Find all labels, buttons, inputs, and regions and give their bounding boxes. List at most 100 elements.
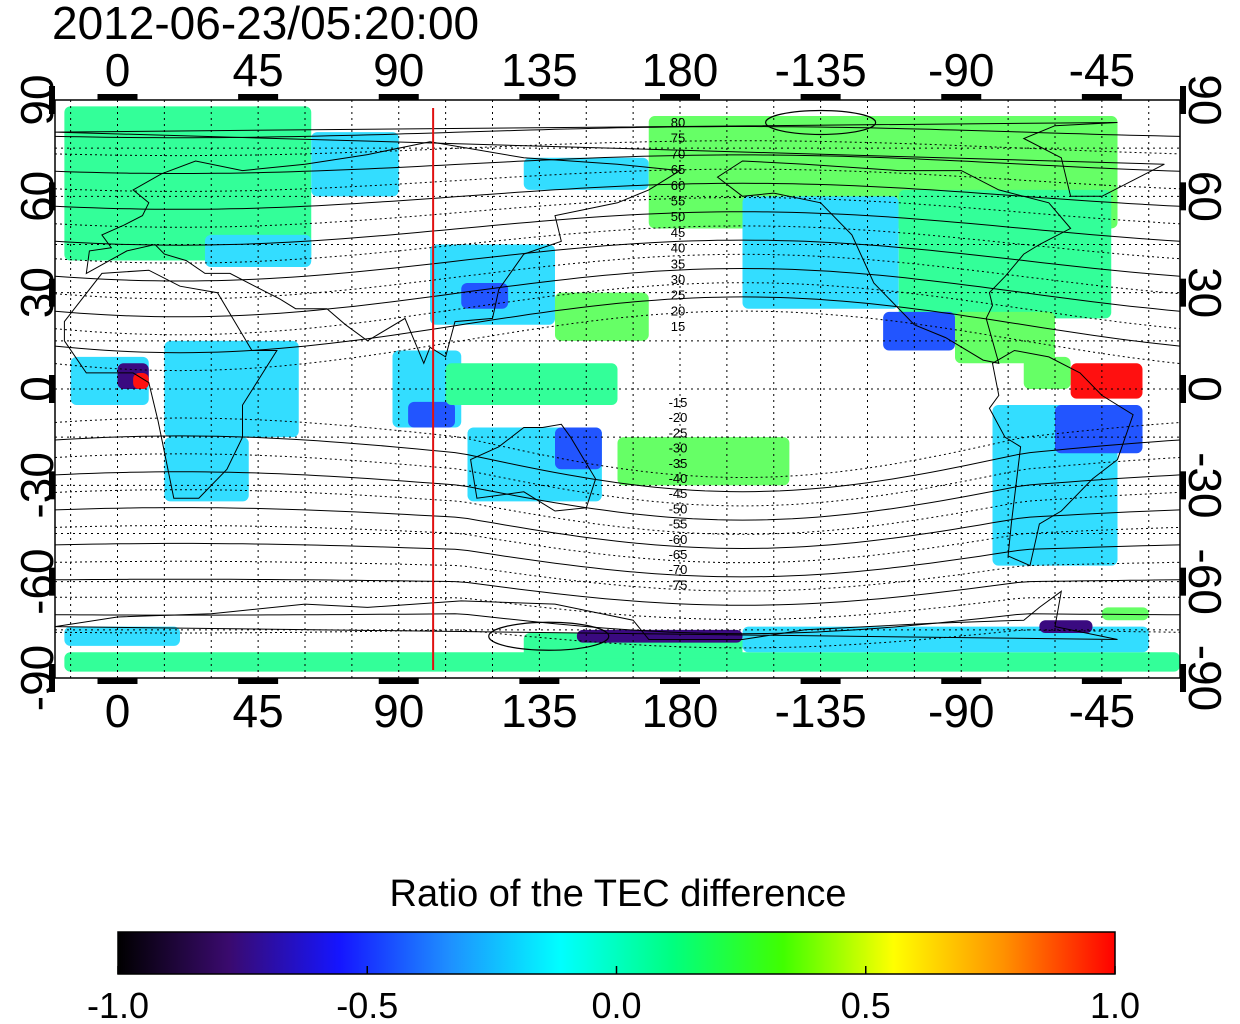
- contour-label: 30: [671, 272, 685, 287]
- colorbar-title: Ratio of the TEC difference: [389, 873, 847, 915]
- x-tick-label-bottom: 135: [501, 685, 578, 737]
- frame-mark-top: [941, 94, 982, 100]
- contour-label: -35: [669, 456, 688, 471]
- contour-line: [55, 253, 1180, 300]
- contour-label: -60: [669, 532, 688, 547]
- frame-mark-right: [1180, 86, 1186, 114]
- x-tick-label-bottom: 0: [105, 685, 131, 737]
- contour-line: [55, 507, 1180, 550]
- contour-label: -40: [669, 471, 688, 486]
- contour-label: -55: [669, 517, 688, 532]
- tec-patch: [64, 652, 1180, 672]
- y-tick-label-left: -90: [11, 645, 63, 711]
- contour-label: 75: [671, 131, 685, 146]
- y-tick-label-right: 60: [1179, 171, 1231, 222]
- tec-patch: [1070, 363, 1143, 399]
- frame-mark-left: [49, 664, 55, 692]
- contour-label: 35: [671, 256, 685, 271]
- frame-mark-left: [49, 182, 55, 211]
- colorbar-tick-label: -1.0: [87, 985, 149, 1024]
- y-tick-labels-right: 90 60 30 0 -30 -60 -90: [1179, 74, 1231, 711]
- contour-line: [55, 542, 1180, 578]
- x-tick-label-bottom: -135: [775, 685, 867, 737]
- frame-mark-top: [660, 94, 700, 100]
- x-tick-label-bottom: -90: [928, 685, 994, 737]
- colorbar-tick-label: 0.5: [841, 985, 891, 1024]
- coastline-australia: [470, 423, 597, 512]
- y-tick-label-left: -60: [11, 548, 63, 614]
- x-tick-label-top: 180: [642, 44, 719, 96]
- tec-map: 8075706560555045403530252015-15-20-25-30…: [11, 44, 1231, 737]
- contour-line: [55, 525, 1180, 564]
- x-tick-labels-top: 0 45 90 135 180 -135 -90 -45: [105, 44, 1135, 96]
- contour-label: -30: [669, 441, 688, 456]
- contour-label: -50: [669, 501, 688, 516]
- coastline-north-america: [716, 160, 1072, 364]
- map-title: 2012-06-23/05:20:00: [52, 0, 480, 49]
- contour-line: [55, 560, 1180, 592]
- frame-mark-bottom: [378, 678, 419, 684]
- tec-patch: [617, 437, 790, 486]
- contour-line: [55, 417, 1180, 479]
- frame-mark-right: [1180, 278, 1186, 307]
- contour-label: 20: [671, 303, 685, 318]
- y-tick-label-right: 0: [1179, 376, 1231, 402]
- y-tick-label-left: 60: [11, 171, 63, 222]
- contour-label: 80: [671, 115, 685, 130]
- y-tick-label-right: 30: [1179, 267, 1231, 318]
- frame-mark-right: [1180, 567, 1186, 596]
- contour-label: -20: [669, 410, 688, 425]
- colorbar-tick-label: 0.0: [591, 985, 641, 1024]
- y-tick-label-left: 30: [11, 267, 63, 318]
- frame-mark-right: [1180, 471, 1186, 500]
- frame-mark-left: [49, 567, 55, 596]
- frame-mark-bottom: [941, 678, 982, 684]
- contour-label: -65: [669, 547, 688, 562]
- frame-mark-right: [1180, 375, 1186, 403]
- contour-label: 40: [671, 241, 685, 256]
- frame-mark-bottom: [238, 678, 279, 684]
- frame-mark-top: [1081, 94, 1122, 100]
- y-tick-label-left: 0: [11, 376, 63, 402]
- y-tick-label-left: -30: [11, 452, 63, 518]
- contour-line: [55, 154, 1180, 174]
- tec-patch: [445, 363, 618, 406]
- contour-label: -25: [669, 425, 688, 440]
- frame-mark-top: [238, 94, 279, 100]
- contour-label: 65: [671, 162, 685, 177]
- frame-mark-bottom: [660, 678, 700, 684]
- x-tick-label-bottom: 45: [233, 685, 284, 737]
- frame-mark-left: [49, 278, 55, 307]
- colorbar-ticks: -1.0 -0.5 0.0 0.5 1.0: [87, 966, 1140, 1024]
- contour-label: -15: [669, 395, 688, 410]
- contour-pole-north: [765, 109, 877, 136]
- y-tick-label-right: -30: [1179, 452, 1231, 518]
- contour-line: [55, 453, 1180, 507]
- x-tick-label-top: 45: [233, 44, 284, 96]
- x-tick-label-bottom: 90: [373, 685, 424, 737]
- x-tick-label-top: 90: [373, 44, 424, 96]
- tec-patch: [1055, 405, 1143, 454]
- contour-label: 15: [671, 319, 685, 334]
- x-tick-label-bottom: 180: [642, 685, 719, 737]
- colorbar-tick-label: -0.5: [336, 985, 398, 1024]
- frame-mark-right: [1180, 182, 1186, 211]
- contour-label: 45: [671, 225, 685, 240]
- contour-label: 50: [671, 209, 685, 224]
- tec-patch: [311, 132, 399, 197]
- contour-line: [55, 613, 1180, 635]
- tec-patch: [133, 372, 149, 389]
- contour-line: [55, 578, 1180, 606]
- coastline-greenland: [55, 122, 1165, 197]
- tec-patch: [555, 292, 649, 341]
- tec-patch: [1101, 607, 1149, 621]
- frame-mark-top: [378, 94, 419, 100]
- frame-mark-top: [97, 94, 138, 100]
- tec-patch: [742, 196, 899, 309]
- tec-patch: [164, 340, 299, 438]
- y-tick-label-right: 90: [1179, 74, 1231, 125]
- x-tick-label-top: -90: [928, 44, 994, 96]
- frame-mark-bottom: [1081, 678, 1122, 684]
- frame-mark-top: [519, 94, 560, 100]
